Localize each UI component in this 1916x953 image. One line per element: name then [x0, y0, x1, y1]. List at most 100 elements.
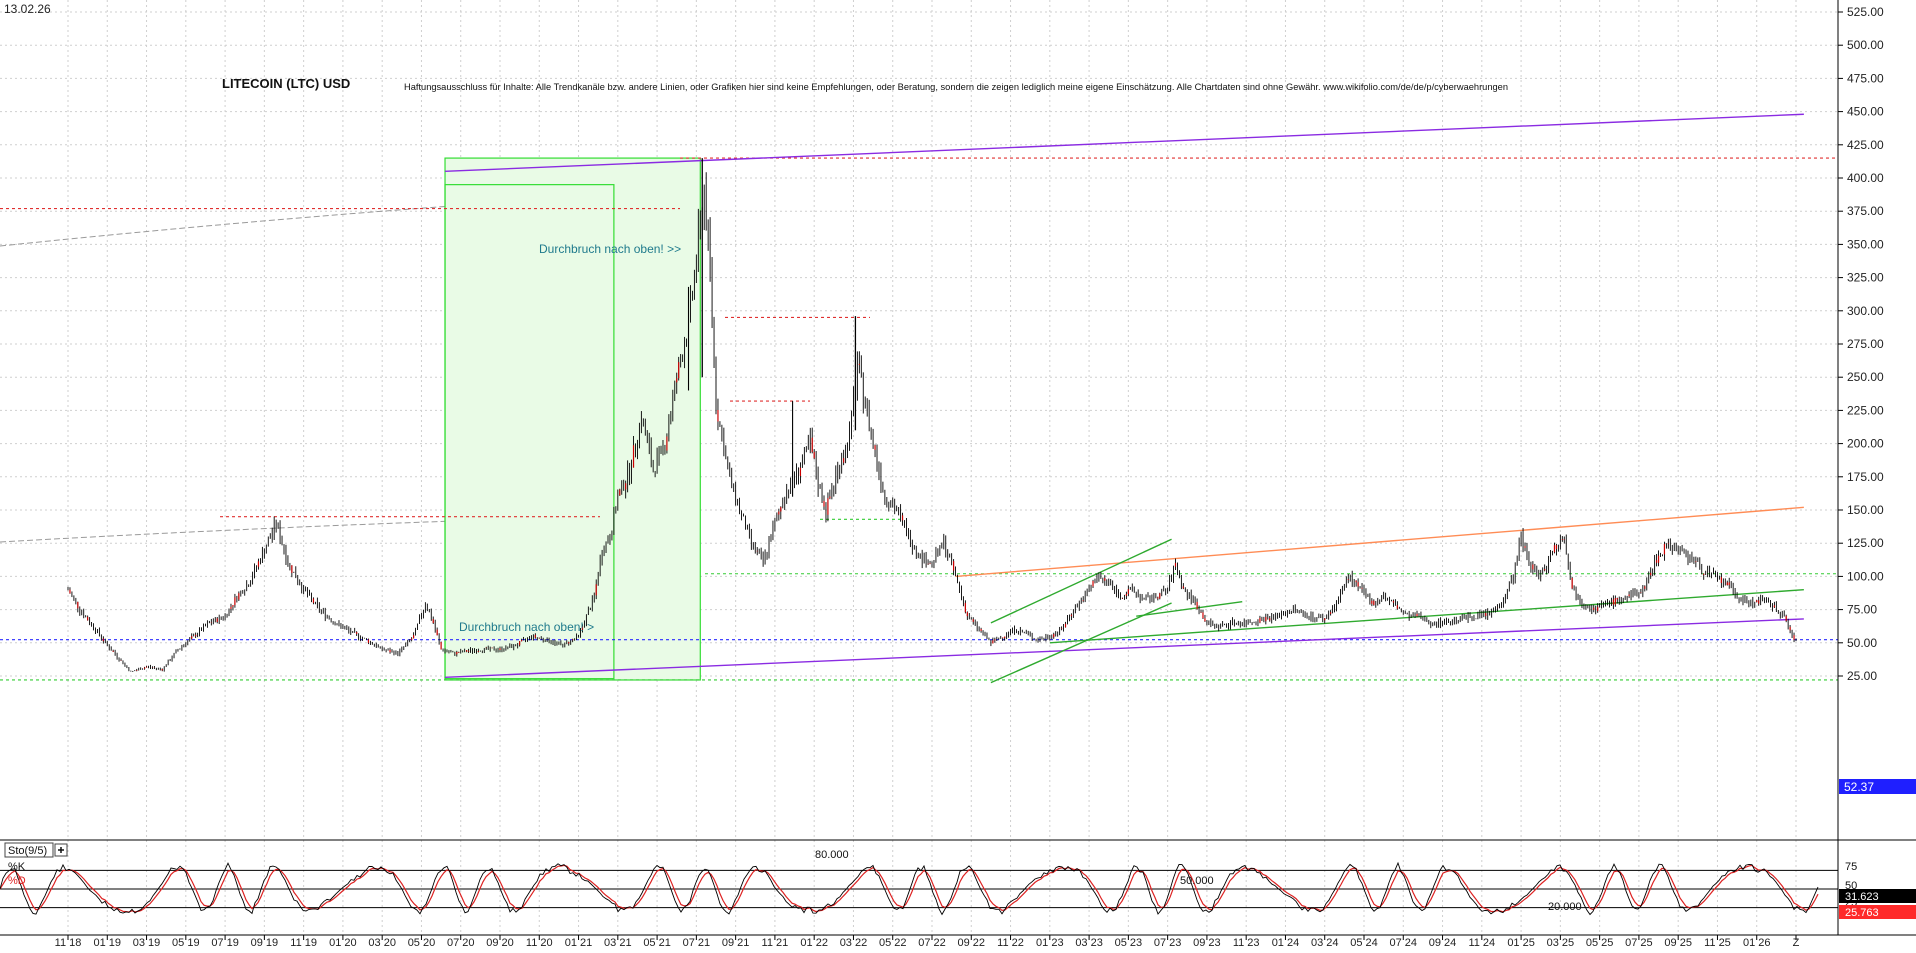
plus-icon[interactable]: [54, 843, 68, 857]
stochastic-label: Sto(9/5): [8, 845, 47, 857]
trendline: [990, 538, 1172, 624]
y-tick-label: 350.00: [1847, 237, 1884, 251]
x-tick-label: 01 23: [1036, 937, 1064, 948]
y-tick-label: 225.00: [1847, 403, 1884, 417]
x-tick-label: Z: [1793, 937, 1800, 948]
trendline: [955, 506, 1804, 578]
x-tick-label: 11 24: [1468, 937, 1495, 948]
x-tick-label: 09 23: [1193, 937, 1221, 948]
grid: [0, 0, 1838, 935]
x-tick-label: 05 19: [172, 937, 200, 948]
stoch-level-20: 20.000: [1548, 901, 1582, 913]
x-tick-label: 09 21: [722, 937, 750, 948]
breakout-annotation-lower: Durchbruch nach oben! >: [459, 620, 594, 634]
x-tick-label: 01 25: [1507, 937, 1535, 948]
k-value: 31.623: [1845, 891, 1879, 903]
x-tick-label: 05 21: [643, 937, 671, 948]
y-tick-label: 150.00: [1847, 503, 1884, 517]
k-label: %K: [8, 861, 26, 873]
y-tick-label: 325.00: [1847, 271, 1884, 285]
x-tick-label: 07 23: [1154, 937, 1182, 948]
x-tick-label: 05 23: [1115, 937, 1143, 948]
x-tick-label: 01 20: [329, 937, 357, 948]
x-tick-label: 07 21: [683, 937, 711, 948]
x-tick-label: 01 26: [1743, 937, 1771, 948]
last-price-value: 52.37: [1844, 780, 1874, 794]
axes: 525.00 500.00 475.00 450.00 425.00 400.00 375.…: [55, 5, 1884, 949]
x-tick-label: 07 24: [1390, 937, 1418, 948]
y-tick-label: 100.00: [1847, 569, 1884, 583]
x-tick-label: 11 23: [1233, 937, 1260, 948]
stoch-d-line: [0, 864, 1819, 913]
grey-arc-lower: [0, 516, 581, 543]
stochastic-label-box[interactable]: [4, 842, 54, 858]
trendline: [1049, 588, 1804, 644]
d-value-tag: [1839, 905, 1916, 919]
x-tick-label: 01 19: [94, 937, 122, 948]
shaded-zones: [0, 157, 701, 681]
y-tick-label: 250.00: [1847, 370, 1884, 384]
d-label: %D: [8, 875, 26, 887]
y-tick-label: 75.00: [1847, 603, 1877, 617]
trendline: [444, 618, 1804, 679]
x-tick-label: 03 24: [1311, 937, 1339, 948]
shaded-zone-outer: [444, 157, 701, 681]
x-tick-label: 05 25: [1586, 937, 1614, 948]
x-tick-label: 01 22: [800, 937, 828, 948]
x-tick-label: 09 22: [958, 937, 986, 948]
stoch-level-50: 50.000: [1180, 875, 1214, 887]
x-tick-label: 09 19: [251, 937, 279, 948]
x-tick-label: 03 22: [840, 937, 868, 948]
trendlines: [444, 113, 1804, 684]
x-tick-label: 07 19: [211, 937, 239, 948]
y-tick-label: 300.00: [1847, 304, 1884, 318]
stoch-level-80: 80.000: [815, 849, 849, 861]
y-tick-label: 375.00: [1847, 204, 1884, 218]
disclaimer: Haftungsausschluss für Inhalte: Alle Tre…: [404, 82, 1508, 93]
y-tick-label: 50.00: [1847, 636, 1877, 650]
y-tick-label: 400.00: [1847, 171, 1884, 185]
y-tick-label: 500.00: [1847, 38, 1884, 52]
date-label: 13.02.26: [4, 2, 51, 16]
x-tick-label: 03 21: [604, 937, 632, 948]
trendline: [990, 602, 1172, 684]
x-tick-label: 03 25: [1547, 937, 1575, 948]
x-tick-label: 05 20: [408, 937, 436, 948]
shaded-zone-inner: [444, 184, 615, 680]
x-tick-label: 09 20: [486, 937, 514, 948]
y-tick-label: 275.00: [1847, 337, 1884, 351]
candles: [67, 158, 1797, 673]
x-tick-label: 09 24: [1429, 937, 1457, 948]
x-tick-label: 09 25: [1664, 937, 1692, 948]
last-price-tag: [1839, 779, 1916, 794]
x-tick-label: 11 22: [997, 937, 1024, 948]
stoch-k-line: [0, 861, 1819, 916]
trendline: [444, 113, 1804, 173]
x-tick-label: 05 22: [879, 937, 907, 948]
x-tick-label: 05 24: [1350, 937, 1378, 948]
k-value-tag: [1839, 889, 1916, 903]
x-tick-label: 07 25: [1625, 937, 1653, 948]
chart-title: LITECOIN (LTC) USD: [222, 76, 350, 91]
x-tick-label: 03 20: [368, 937, 396, 948]
y-tick-label: 475.00: [1847, 71, 1884, 85]
x-tick-label: 11 25: [1704, 937, 1731, 948]
y-tick-label: 125.00: [1847, 536, 1884, 550]
x-tick-label: 01 21: [565, 937, 593, 948]
trendline: [1136, 600, 1243, 617]
y-tick-label: 525.00: [1847, 5, 1884, 19]
d-value: 25.763: [1845, 907, 1879, 919]
x-tick-label: 07 20: [447, 937, 475, 948]
y-tick-label: 25.00: [1847, 669, 1877, 683]
y-tick-label: 175.00: [1847, 470, 1884, 484]
x-tick-label: 03 19: [133, 937, 161, 948]
breakout-annotation-upper: Durchbruch nach oben! >>: [539, 242, 681, 256]
y-tick-label: 200.00: [1847, 437, 1884, 451]
x-tick-label: 01 24: [1272, 937, 1300, 948]
y-tick-label: 425.00: [1847, 138, 1884, 152]
x-tick-label: 11 20: [526, 937, 553, 948]
x-tick-label: 07 22: [918, 937, 946, 948]
y-tick-label: 450.00: [1847, 105, 1884, 119]
